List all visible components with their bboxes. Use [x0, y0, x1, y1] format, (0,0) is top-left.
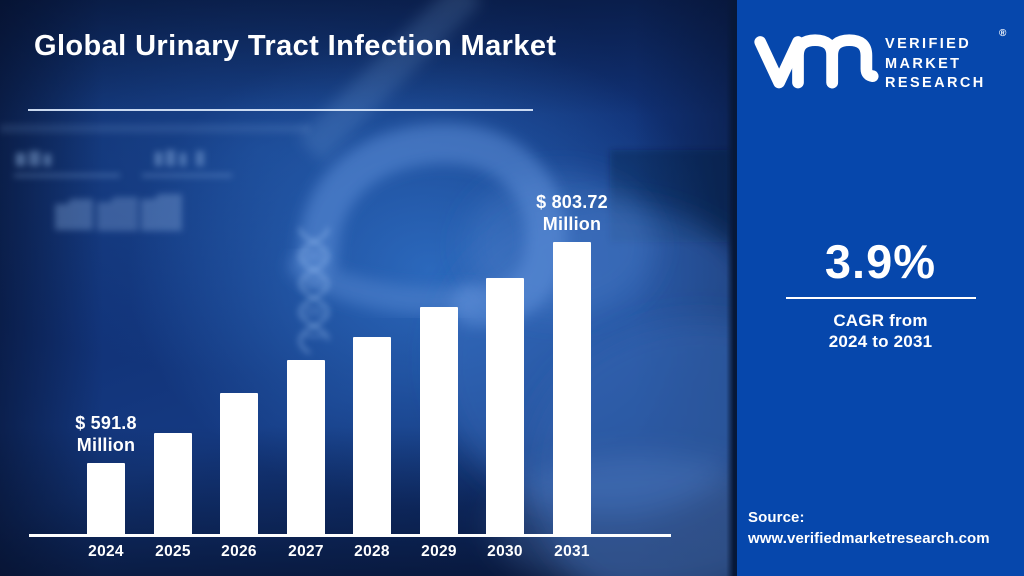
- x-axis-baseline: [29, 534, 671, 537]
- light-streak: [297, 0, 483, 163]
- brand-line-market: MARKET: [885, 55, 962, 72]
- chart-bar-2029: [420, 307, 458, 537]
- axis-label-2024: 2024: [88, 543, 124, 560]
- axis-label-2031: 2031: [554, 543, 590, 560]
- source-url: www.verifiedmarketresearch.com: [748, 530, 990, 547]
- page-title: Global Urinary Tract Infection Market: [34, 30, 557, 62]
- brand-line-research: RESEARCH: [885, 75, 986, 91]
- info-panel: ® VERIFIED MARKET RESEARCH 3.9% CAGR fro…: [737, 0, 1024, 576]
- chart-bar-2030: [486, 278, 524, 537]
- value-label-2031: $ 803.72 Million: [536, 192, 608, 234]
- panel-divider: [726, 0, 737, 576]
- axis-label-2027: 2027: [288, 543, 324, 560]
- chart-bar-2026: [220, 393, 258, 537]
- brand-line-verified: VERIFIED: [885, 36, 972, 52]
- bar-chart: 2024 2025 2026 2027 2028 2029 2030 2031 $ 591.8 M…: [29, 192, 671, 560]
- brand-name: VERIFIED MARKET RESEARCH: [885, 35, 986, 94]
- chart-bar-2031: [553, 242, 591, 537]
- cagr-caption: CAGR from 2024 to 2031: [757, 310, 1004, 352]
- chart-bar-2028: [353, 337, 391, 537]
- chart-bar-2025: [154, 433, 192, 537]
- cagr-caption-line2: 2024 to 2031: [828, 332, 933, 351]
- cagr-value: 3.9%: [824, 235, 937, 288]
- source-label: Source:: [748, 509, 805, 526]
- vmr-logo-icon: [754, 34, 879, 89]
- axis-label-2026: 2026: [221, 543, 257, 560]
- cagr-divider: [785, 297, 976, 299]
- axis-label-2028: 2028: [354, 543, 390, 560]
- value-label-2024: $ 591.8 Million: [75, 413, 137, 455]
- registered-trademark-icon: ®: [999, 28, 1007, 39]
- dna-helix-icon: [298, 227, 330, 355]
- source-block: Source: www.verifiedmarketresearch.com: [748, 507, 1016, 549]
- chart-panel: Global Urinary Tract Infection Market 20…: [0, 0, 737, 576]
- axis-label-2029: 2029: [421, 543, 457, 560]
- chart-bar-2027: [287, 360, 325, 537]
- title-underline: [28, 109, 533, 111]
- cagr-block: 3.9% CAGR from 2024 to 2031: [757, 236, 1004, 352]
- chart-bar-2024: [87, 463, 125, 537]
- axis-label-2030: 2030: [487, 543, 523, 560]
- cagr-caption-line1: CAGR from: [833, 311, 928, 330]
- axis-label-2025: 2025: [155, 543, 191, 560]
